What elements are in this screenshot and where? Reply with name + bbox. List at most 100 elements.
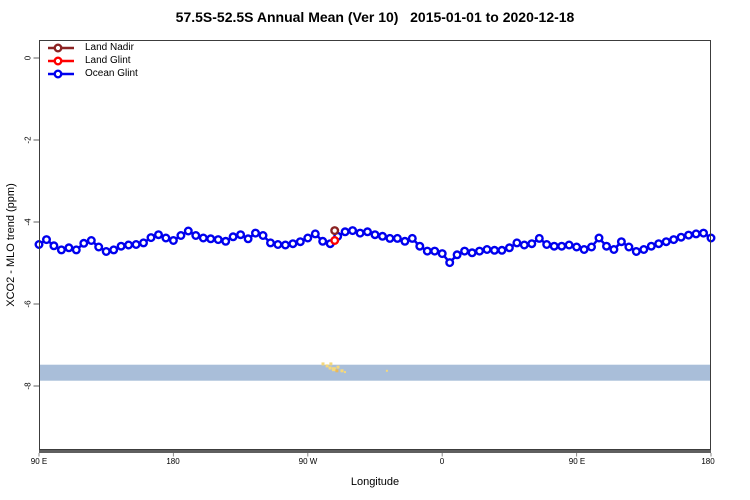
x-tick-label-180-right: 180: [701, 457, 715, 466]
data-point-marker: [56, 245, 66, 255]
data-point-marker: [534, 233, 544, 243]
data-point-marker: [206, 234, 216, 244]
data-point-marker: [64, 243, 74, 253]
series-layer: [34, 226, 716, 268]
data-point-marker: [124, 240, 134, 250]
data-point-marker: [71, 245, 81, 255]
data-point-marker: [385, 233, 395, 243]
speck-point: [344, 371, 346, 374]
y-tick-label-m8: -8: [23, 382, 33, 390]
data-point-marker: [676, 232, 686, 242]
y-tick-label-0: 0: [23, 55, 33, 61]
data-point-marker: [557, 241, 567, 251]
data-point-marker: [236, 230, 246, 240]
data-point-marker: [116, 241, 126, 251]
legend: Land Nadir Land Glint Ocean Glint: [46, 41, 138, 80]
data-point-marker: [542, 239, 552, 249]
y-tick-label-m2: -2: [23, 136, 33, 144]
series-ocean-glint: [34, 226, 716, 268]
legend-item-ocean-glint: Ocean Glint: [46, 67, 138, 80]
data-point-marker: [161, 233, 171, 243]
data-point-marker: [42, 235, 52, 245]
data-point-marker: [579, 244, 589, 254]
reference-band: [39, 364, 711, 381]
land-glint-marker-icon: [48, 56, 74, 65]
data-point-marker: [475, 246, 485, 256]
data-point-marker: [669, 235, 679, 245]
data-point-marker: [572, 242, 582, 252]
data-point-marker: [273, 239, 283, 249]
data-point-marker: [221, 236, 231, 246]
data-point-marker: [445, 258, 455, 268]
x-tick-label-90e-right: 90 E: [568, 457, 586, 466]
data-point-marker: [250, 228, 260, 238]
data-point-marker: [430, 246, 440, 256]
data-point-marker: [452, 250, 462, 260]
data-point-marker: [602, 241, 612, 251]
data-point-marker: [609, 244, 619, 254]
plot-border: [39, 40, 711, 450]
data-point-marker: [348, 226, 358, 236]
data-point-marker: [519, 240, 529, 250]
specks-layer: [321, 362, 388, 374]
x-tick-label-90w: 90 W: [298, 457, 318, 466]
data-point-marker: [213, 235, 223, 245]
data-point-marker: [691, 229, 701, 239]
data-point-marker: [467, 248, 477, 258]
data-point-marker: [392, 233, 402, 243]
y-tick-label-m6: -6: [23, 300, 33, 308]
legend-item-land-glint: Land Glint: [46, 54, 138, 67]
data-point-marker: [94, 242, 104, 252]
land-nadir-marker-icon: [48, 43, 74, 52]
series-land-nadir: [330, 226, 340, 236]
x-axis-label: Longitude: [350, 476, 400, 488]
data-point-marker: [699, 228, 709, 238]
data-point-marker: [266, 238, 276, 248]
legend-item-land-nadir: Land Nadir: [46, 41, 138, 54]
x-tick-label-90e-left: 90 E: [30, 457, 48, 466]
data-point-marker: [340, 227, 350, 237]
x-tick-label-0: 0: [439, 457, 445, 466]
x-tick-label-180-left: 180: [166, 457, 180, 466]
data-point-marker: [415, 241, 425, 251]
data-point-marker: [330, 235, 340, 245]
data-point-marker: [564, 240, 574, 250]
ocean-glint-marker-icon: [48, 69, 74, 78]
data-point-marker: [504, 243, 514, 253]
data-point-marker: [228, 232, 238, 242]
data-point-marker: [168, 235, 178, 245]
data-point-marker: [146, 233, 156, 243]
data-point-marker: [49, 241, 59, 251]
speck-point: [321, 362, 325, 366]
speck-point: [331, 367, 336, 372]
chart-title: 57.5S-52.5S Annual Mean (Ver 10) 2015-01…: [175, 9, 575, 25]
data-point-marker: [288, 239, 298, 249]
legend-label-land-glint: Land Glint: [85, 55, 131, 66]
data-point-marker: [407, 233, 417, 243]
data-point-marker: [594, 233, 604, 243]
data-point-marker: [355, 228, 365, 238]
speck-point: [336, 365, 340, 369]
data-point-marker: [131, 239, 141, 249]
data-point-marker: [490, 245, 500, 255]
data-point-marker: [437, 249, 447, 259]
data-point-marker: [460, 246, 470, 256]
data-point-marker: [280, 240, 290, 250]
data-point-marker: [310, 229, 320, 239]
series-land-glint: [330, 235, 340, 245]
axes-layer: [33, 40, 712, 457]
legend-label-land-nadir: Land Nadir: [85, 42, 134, 53]
data-point-marker: [482, 244, 492, 254]
speck-point: [329, 362, 333, 366]
x-tick-marks: [38, 453, 712, 457]
data-point-marker: [138, 238, 148, 248]
data-point-marker: [661, 237, 671, 247]
data-point-marker: [258, 230, 268, 240]
speck-point: [335, 369, 339, 373]
data-point-marker: [422, 246, 432, 256]
data-point-marker: [109, 245, 119, 255]
speck-point: [328, 366, 332, 370]
data-point-marker: [512, 238, 522, 248]
y-axis-label: XCO2 - MLO trend (ppm): [5, 183, 17, 307]
